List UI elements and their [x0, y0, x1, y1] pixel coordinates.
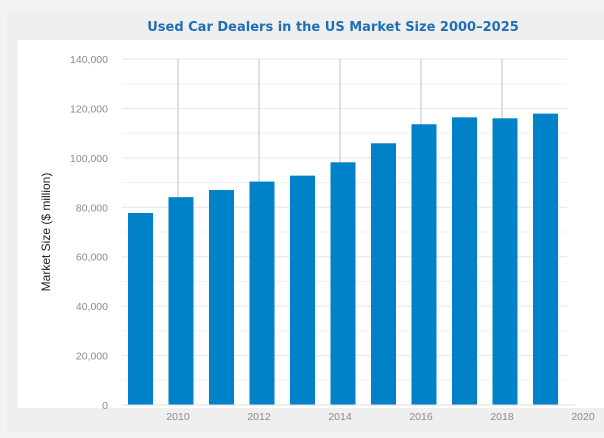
x-tick-label: 2012	[247, 411, 271, 423]
x-tick-label: 2018	[490, 411, 514, 423]
bar-2013	[290, 175, 315, 405]
x-tick-label: 2014	[328, 411, 352, 423]
y-tick-label: 140,000	[70, 54, 108, 66]
y-tick-label: 0	[102, 400, 108, 412]
bar-2015	[371, 143, 396, 406]
x-tick-label: 2016	[409, 411, 433, 423]
bar-2014	[330, 162, 356, 405]
y-tick-label: 40,000	[76, 301, 108, 313]
y-axis-label: Market Size ($ million)	[39, 173, 53, 292]
chart-title: Used Car Dealers in the US Market Size 2…	[147, 20, 519, 35]
y-tick-label: 80,000	[76, 202, 108, 214]
bar-2019	[533, 113, 558, 406]
bar-2016	[411, 124, 437, 405]
y-tick-label: 20,000	[76, 351, 108, 363]
x-tick-label: 2020	[571, 411, 595, 423]
bar-2011	[209, 189, 234, 405]
x-tick-label: 2010	[166, 411, 190, 423]
y-tick-label: 100,000	[70, 153, 108, 165]
y-tick-label: 120,000	[70, 103, 108, 115]
bar-2012	[249, 181, 275, 405]
bar-2017	[452, 117, 477, 405]
bar-2009	[128, 212, 153, 405]
bar-2010	[168, 197, 194, 405]
y-tick-label: 60,000	[76, 252, 108, 264]
bar-2018	[492, 118, 518, 406]
